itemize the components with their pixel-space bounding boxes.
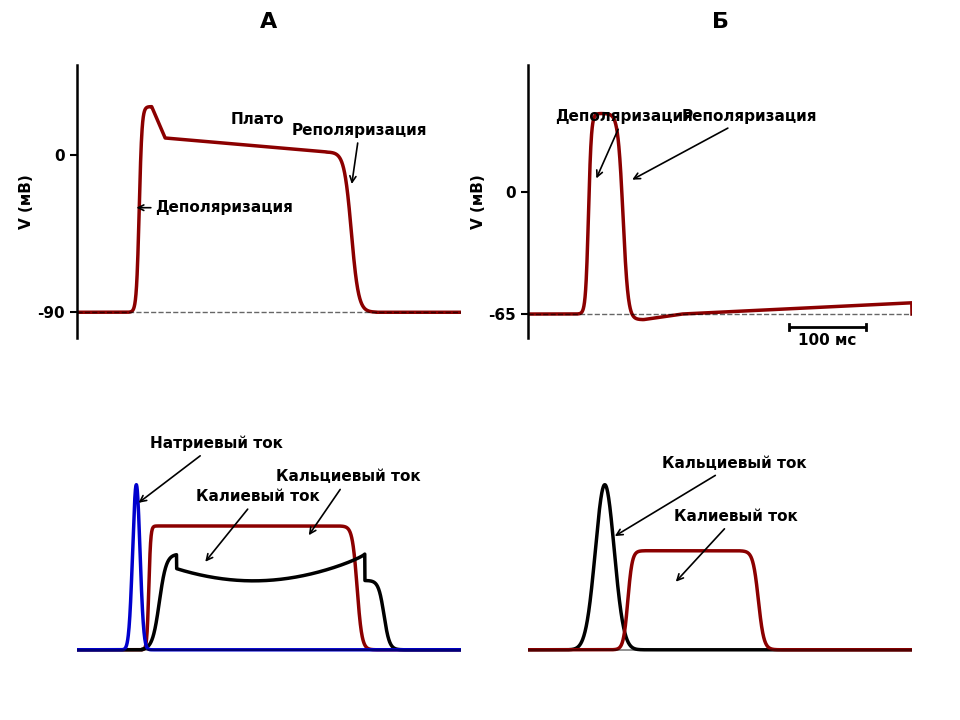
Text: Плато: Плато (230, 112, 284, 127)
Text: А: А (260, 12, 277, 32)
Text: Деполяризация: Деполяризация (555, 109, 693, 176)
Text: Калиевый ток: Калиевый ток (674, 509, 798, 580)
Text: Б: Б (711, 12, 729, 32)
Text: Калиевый ток: Калиевый ток (196, 489, 320, 560)
Text: V (мВ): V (мВ) (470, 174, 486, 229)
Text: 100 мс: 100 мс (799, 333, 856, 348)
Text: Натриевый ток: Натриевый ток (140, 436, 282, 502)
Text: Реполяризация: Реполяризация (292, 122, 427, 182)
Text: Деполяризация: Деполяризация (156, 200, 294, 215)
Text: Реполяризация: Реполяризация (634, 109, 817, 179)
Text: Кальциевый ток: Кальциевый ток (616, 456, 807, 535)
Text: V (мВ): V (мВ) (19, 174, 35, 229)
Text: Кальциевый ток: Кальциевый ток (276, 469, 421, 534)
